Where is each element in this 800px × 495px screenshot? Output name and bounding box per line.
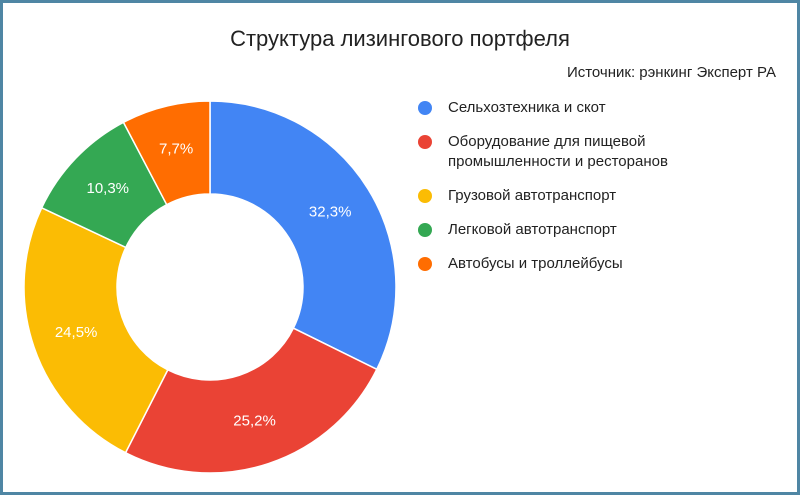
- donut-slice-5: [122, 100, 211, 206]
- legend-swatch: [418, 223, 432, 237]
- legend-item-cars: Легковой автотранспорт: [418, 220, 668, 240]
- donut-slice-1: [209, 100, 397, 371]
- chart-legend: Сельхозтехника и скот Оборудование для п…: [418, 98, 668, 288]
- legend-swatch: [418, 257, 432, 271]
- legend-item-trucks: Грузовой автотранспорт: [418, 186, 668, 206]
- legend-item-buses: Автобусы и троллейбусы: [418, 254, 668, 274]
- legend-swatch: [418, 101, 432, 115]
- slice-value-label: 7,7%: [159, 141, 193, 158]
- slice-value-label: 24,5%: [55, 324, 98, 341]
- legend-swatch: [418, 135, 432, 149]
- legend-label: Легковой автотранспорт: [448, 221, 617, 238]
- legend-swatch: [418, 189, 432, 203]
- legend-label: Автобусы и троллейбусы: [448, 255, 623, 272]
- slice-value-label: 10,3%: [86, 180, 129, 197]
- legend-item-agri: Сельхозтехника и скот: [418, 98, 668, 118]
- legend-label: Оборудование для пищевой промышленности …: [448, 133, 668, 170]
- slice-value-label: 32,3%: [309, 203, 352, 220]
- slice-value-label: 25,2%: [233, 412, 276, 429]
- chart-title: Структура лизингового портфеля: [230, 26, 570, 51]
- legend-label: Грузовой автотранспорт: [448, 187, 617, 204]
- donut-slice-3: [23, 206, 169, 454]
- legend-item-food-equipment: Оборудование для пищевой промышленности …: [418, 132, 668, 172]
- legend-label: Сельхозтехника и скот: [448, 99, 606, 116]
- source-note: Источник: рэнкинг Эксперт РА: [566, 64, 776, 81]
- donut-slice-2: [124, 327, 378, 474]
